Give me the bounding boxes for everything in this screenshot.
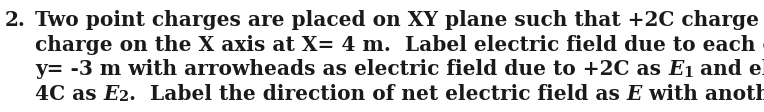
Text: y= -3 m with arrowheads as electric field due to +2C as: y= -3 m with arrowheads as electric fiel… xyxy=(35,59,668,79)
Text: 1: 1 xyxy=(683,66,694,80)
Text: with another arrowhead.: with another arrowhead. xyxy=(643,84,764,103)
Text: .  Label the direction of net electric field as: . Label the direction of net electric fi… xyxy=(129,84,627,103)
Text: and electric field due to -: and electric field due to - xyxy=(694,59,764,79)
Text: Two point charges are placed on XY plane such that +2C charge at the origin and : Two point charges are placed on XY plane… xyxy=(35,10,764,30)
Text: E: E xyxy=(104,84,119,103)
Text: 2: 2 xyxy=(119,90,129,104)
Text: 4C as: 4C as xyxy=(35,84,104,103)
Text: 2.: 2. xyxy=(5,10,26,30)
Text: charge on the X axis at X= 4 m.  Label electric field due to each charge on the : charge on the X axis at X= 4 m. Label el… xyxy=(35,34,764,55)
Text: E: E xyxy=(668,59,683,79)
Text: E: E xyxy=(627,84,643,103)
